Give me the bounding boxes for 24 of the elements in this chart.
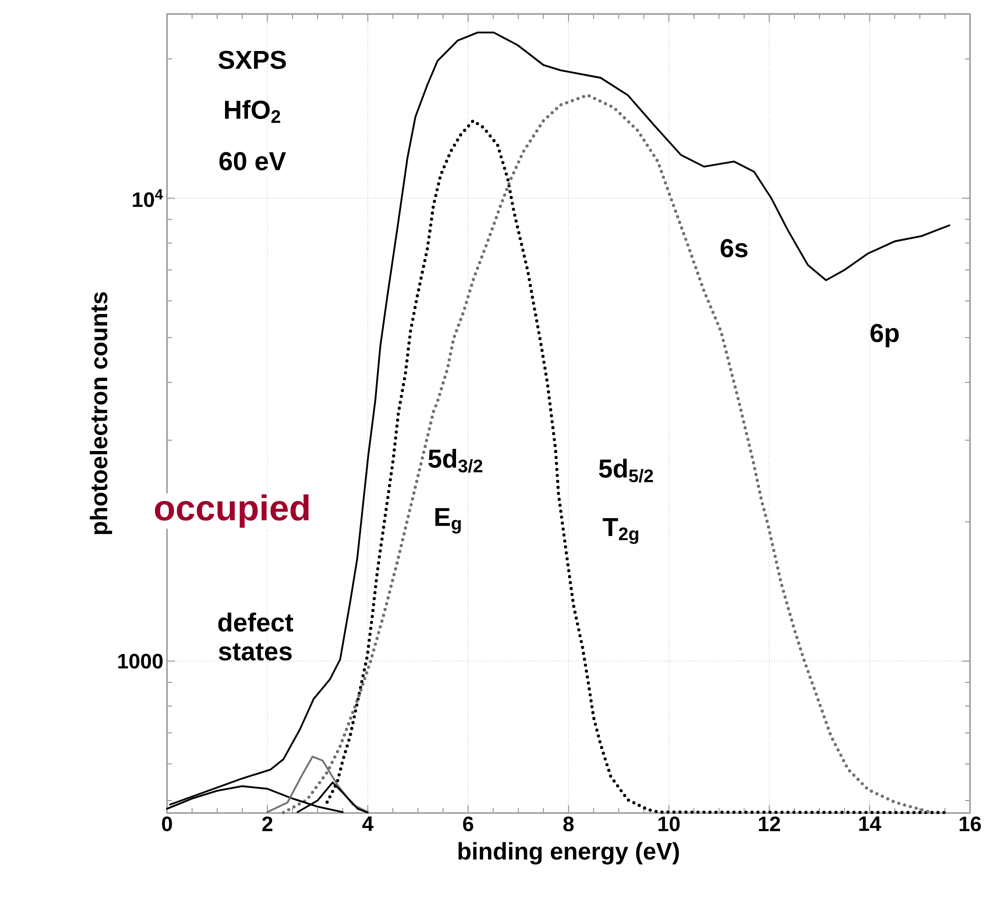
x-tick-label: 16: [960, 816, 981, 832]
annotation: 5d$_{3/2}$: [428, 448, 482, 473]
annotation: 6s: [720, 238, 748, 258]
annotation: occupied: [154, 494, 309, 528]
x-tick-label: 8: [563, 816, 574, 832]
x-axis-title: binding energy (eV): [458, 842, 679, 865]
x-tick-label: 14: [859, 816, 882, 831]
annotation: defect states: [218, 612, 294, 661]
x-tick-label: 12: [758, 816, 780, 832]
annotation: 60 eV: [219, 152, 286, 170]
annotation: SXPS: [218, 50, 286, 70]
annotation: 6p: [870, 324, 899, 348]
x-tick-label: 6: [463, 816, 474, 832]
annotation: T$_{2g}$: [602, 518, 638, 544]
y-tick-label: 10$^{4}$: [132, 189, 163, 208]
y-axis-title: photoelectron counts: [90, 292, 112, 534]
annotation: 5d$_{5/2}$: [599, 458, 653, 482]
x-tick-label: 4: [362, 816, 374, 831]
y-tick-label: 1000: [118, 654, 163, 669]
x-tick-label: 0: [162, 816, 172, 832]
annotation: HfO$_{2}$: [225, 100, 280, 123]
annotation: E$_{g}$: [435, 508, 461, 534]
x-tick-label: 10: [658, 816, 680, 832]
x-tick-label: 2: [262, 816, 272, 832]
